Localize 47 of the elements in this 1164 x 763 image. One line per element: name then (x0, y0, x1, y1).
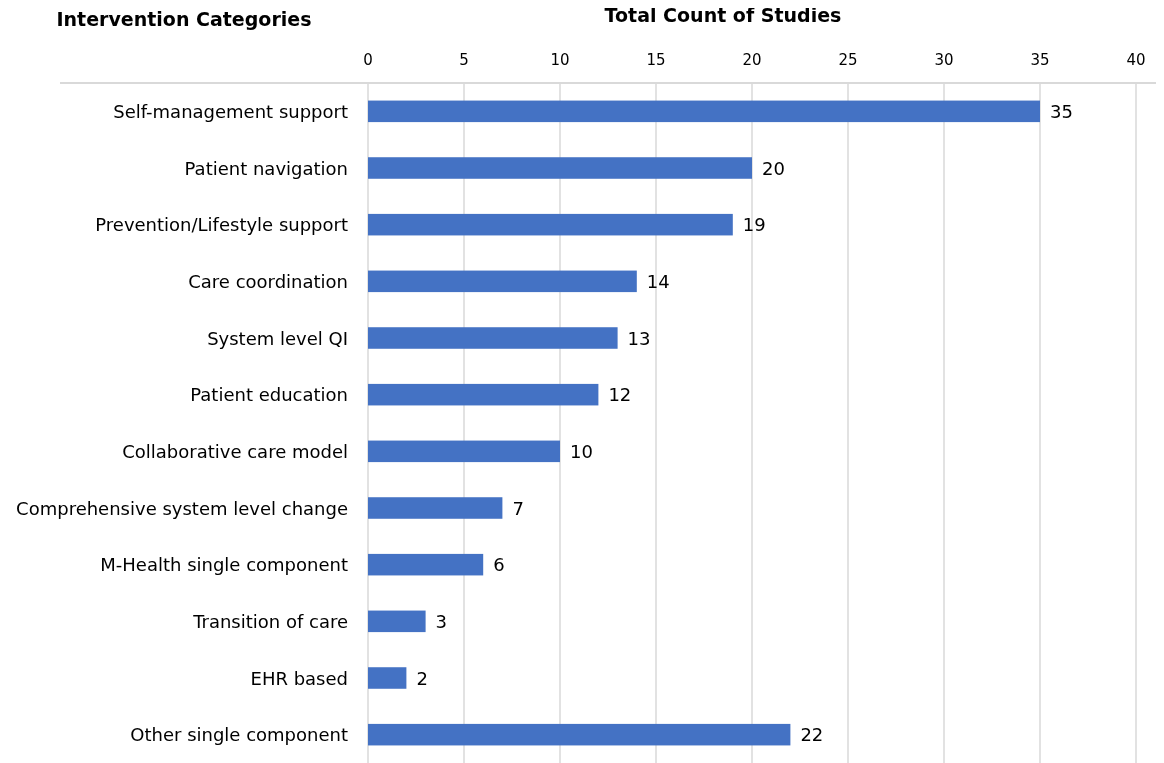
bar (368, 497, 503, 519)
bar (368, 327, 618, 349)
bar (368, 667, 407, 689)
y-tick-label: Patient navigation (184, 157, 348, 179)
x-tick-label: 20 (742, 51, 762, 69)
y-axis-title: Intervention Categories (56, 8, 312, 30)
data-label: 13 (627, 327, 651, 349)
bar (368, 213, 733, 236)
data-label: 6 (493, 554, 505, 576)
y-tick-label: Self-management support (113, 100, 348, 122)
data-label: 10 (570, 440, 593, 462)
x-tick-label: 40 (1126, 51, 1146, 69)
x-tick-label: 5 (459, 51, 469, 69)
x-tick-label: 10 (550, 51, 570, 69)
y-tick-label: Transition of care (192, 610, 348, 632)
y-tick-label: Other single component (130, 724, 348, 746)
y-tick-label: M-Health single component (100, 554, 348, 576)
data-label: 14 (646, 270, 670, 292)
x-tick-label: 25 (838, 51, 858, 69)
x-axis-title: Total Count of Studies (604, 4, 842, 26)
y-tick-label: Prevention/Lifestyle support (95, 214, 348, 236)
data-label: 22 (800, 724, 824, 746)
bar (368, 383, 599, 406)
bar (368, 610, 426, 633)
x-tick-label: 30 (934, 51, 954, 69)
y-tick-label: Patient education (190, 384, 348, 406)
bar (368, 157, 752, 179)
x-tick-label: 15 (646, 51, 666, 69)
x-tick-label: 35 (1030, 51, 1050, 69)
y-tick-label: EHR based (250, 667, 348, 689)
data-label: 20 (762, 157, 785, 179)
y-tick-label: Care coordination (188, 270, 348, 292)
data-label: 19 (742, 214, 766, 236)
bar (368, 100, 1040, 123)
y-tick-label: Comprehensive system level change (16, 497, 348, 519)
bar (368, 440, 560, 463)
bar (368, 270, 637, 293)
bar (368, 553, 484, 576)
x-tick-label: 0 (363, 51, 373, 69)
data-label: 2 (416, 667, 428, 689)
data-label: 12 (608, 384, 632, 406)
data-label: 35 (1050, 100, 1073, 122)
y-tick-label: System level QI (207, 327, 348, 349)
data-label: 7 (512, 497, 524, 519)
data-label: 3 (435, 610, 448, 632)
y-tick-label: Collaborative care model (122, 440, 348, 462)
bar (368, 723, 791, 746)
